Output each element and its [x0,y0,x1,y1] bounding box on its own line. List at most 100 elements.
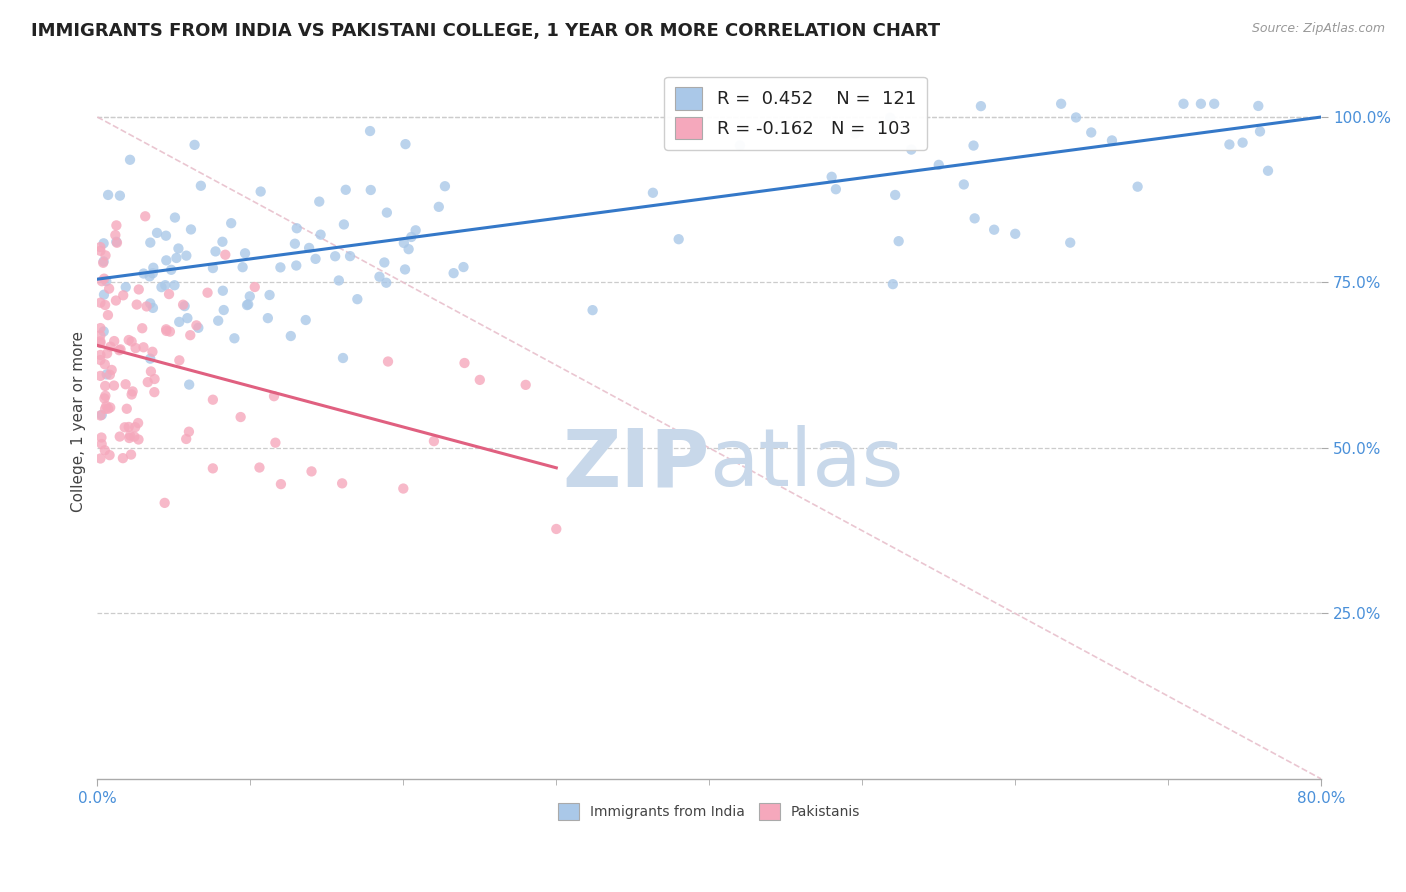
Point [468,373,491,387]
Point [159,325,181,339]
Point [882,277,904,292]
Point [108,343,131,358]
Point [94,357,117,371]
Point [373,255,395,269]
Point [89,451,111,466]
Point [118,420,141,434]
Point [131,321,153,335]
Point [120,428,142,442]
Point [108,429,131,443]
Point [197,285,219,300]
Point [111,451,134,466]
Point [114,420,136,434]
Point [232,260,254,275]
Point [105,235,128,250]
Point [105,219,128,233]
Point [844,127,866,141]
Point [118,333,141,347]
Point [1101,133,1123,147]
Point [163,278,186,293]
Point [257,311,280,326]
Point [183,137,205,152]
Point [879,111,901,125]
Point [89,321,111,335]
Point [359,124,381,138]
Point [443,266,465,280]
Point [128,282,150,296]
Point [112,288,135,302]
Point [201,461,224,475]
Point [259,288,281,302]
Point [263,389,285,403]
Point [323,249,346,263]
Point [94,443,117,458]
Point [97,308,120,322]
Point [120,448,142,462]
Point [433,179,456,194]
Point [515,377,537,392]
Point [100,363,122,377]
Point [176,311,198,326]
Point [93,287,115,301]
Point [1050,96,1073,111]
Point [332,351,354,365]
Text: IMMIGRANTS FROM INDIA VS PAKISTANI COLLEGE, 1 YEAR OR MORE CORRELATION CHART: IMMIGRANTS FROM INDIA VS PAKISTANI COLLE… [31,22,941,40]
Point [121,334,143,349]
Point [115,401,138,416]
Point [453,260,475,274]
Point [90,274,112,288]
Point [105,235,128,249]
Point [93,325,115,339]
Point [953,178,976,192]
Point [285,221,308,235]
Point [190,178,212,193]
Point [103,378,125,392]
Point [211,284,233,298]
Point [118,153,141,167]
Point [132,340,155,354]
Point [187,320,209,334]
Point [124,341,146,355]
Point [546,522,568,536]
Point [375,205,398,219]
Point [239,289,262,303]
Point [285,259,308,273]
Point [405,223,427,237]
Point [211,235,233,249]
Point [308,194,330,209]
Point [89,240,111,254]
Point [100,340,122,354]
Point [333,218,356,232]
Y-axis label: College, 1 year or more: College, 1 year or more [72,331,86,512]
Point [96,368,118,382]
Point [243,280,266,294]
Point [143,385,166,400]
Point [179,377,201,392]
Point [339,249,361,263]
Point [93,392,115,406]
Point [233,246,256,260]
Point [127,433,149,447]
Point [97,188,120,202]
Point [641,186,664,200]
Point [94,379,117,393]
Point [224,331,246,345]
Point [392,235,415,250]
Point [983,223,1005,237]
Point [581,303,603,318]
Point [238,297,260,311]
Legend: Immigrants from India, Pakistanis: Immigrants from India, Pakistanis [553,797,866,826]
Point [330,476,353,491]
Point [167,242,190,256]
Point [155,228,177,243]
Point [94,401,117,416]
Point [93,236,115,251]
Point [1189,96,1212,111]
Point [962,138,984,153]
Point [1080,126,1102,140]
Point [98,448,121,462]
Point [186,318,208,333]
Point [89,334,111,349]
Point [90,408,112,422]
Point [284,236,307,251]
